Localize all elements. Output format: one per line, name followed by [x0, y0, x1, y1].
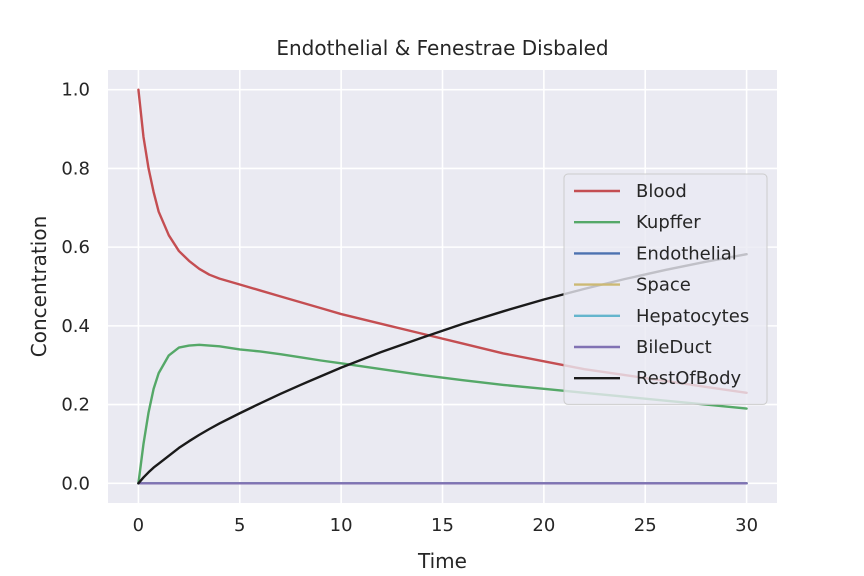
y-axis-label: Concentration — [27, 216, 51, 357]
x-tick-label: 20 — [532, 515, 555, 536]
legend-label-hepatocytes: Hepatocytes — [636, 306, 749, 327]
legend-label-bileduct: BileDuct — [636, 337, 712, 358]
y-tick-label: 1.0 — [61, 80, 90, 101]
series-lines — [137, 88, 748, 485]
x-tick-label: 15 — [431, 515, 454, 536]
x-tick-label: 10 — [330, 515, 353, 536]
legend-label-space: Space — [636, 275, 691, 296]
y-tick-label: 0.6 — [61, 237, 90, 258]
legend-label-blood: Blood — [636, 181, 687, 202]
x-axis-label: Time — [417, 549, 467, 573]
y-tick-label: 0.8 — [61, 158, 90, 179]
x-tick-label: 0 — [133, 515, 144, 536]
x-tick-label: 25 — [634, 515, 657, 536]
legend-label-endothelial: Endothelial — [636, 243, 737, 264]
y-tick-label: 0.4 — [61, 316, 90, 337]
y-axis-ticks: 0.0 0.2 0.4 0.6 0.8 1.0 — [61, 80, 90, 495]
chart-title: Endothelial & Fenestrae Disbaled — [276, 36, 608, 60]
legend-label-kupffer: Kupffer — [636, 212, 701, 233]
x-tick-label: 30 — [735, 515, 758, 536]
y-tick-label: 0.2 — [61, 395, 90, 416]
legend: Blood Kupffer Endothelial Space Hepatocytes B… — [563, 173, 768, 405]
x-tick-label: 5 — [234, 515, 245, 536]
y-tick-label: 0.0 — [61, 473, 90, 494]
legend-label-restofbody: RestOfBody — [636, 368, 742, 389]
x-axis-ticks: 0 5 10 15 20 25 30 — [133, 515, 758, 536]
